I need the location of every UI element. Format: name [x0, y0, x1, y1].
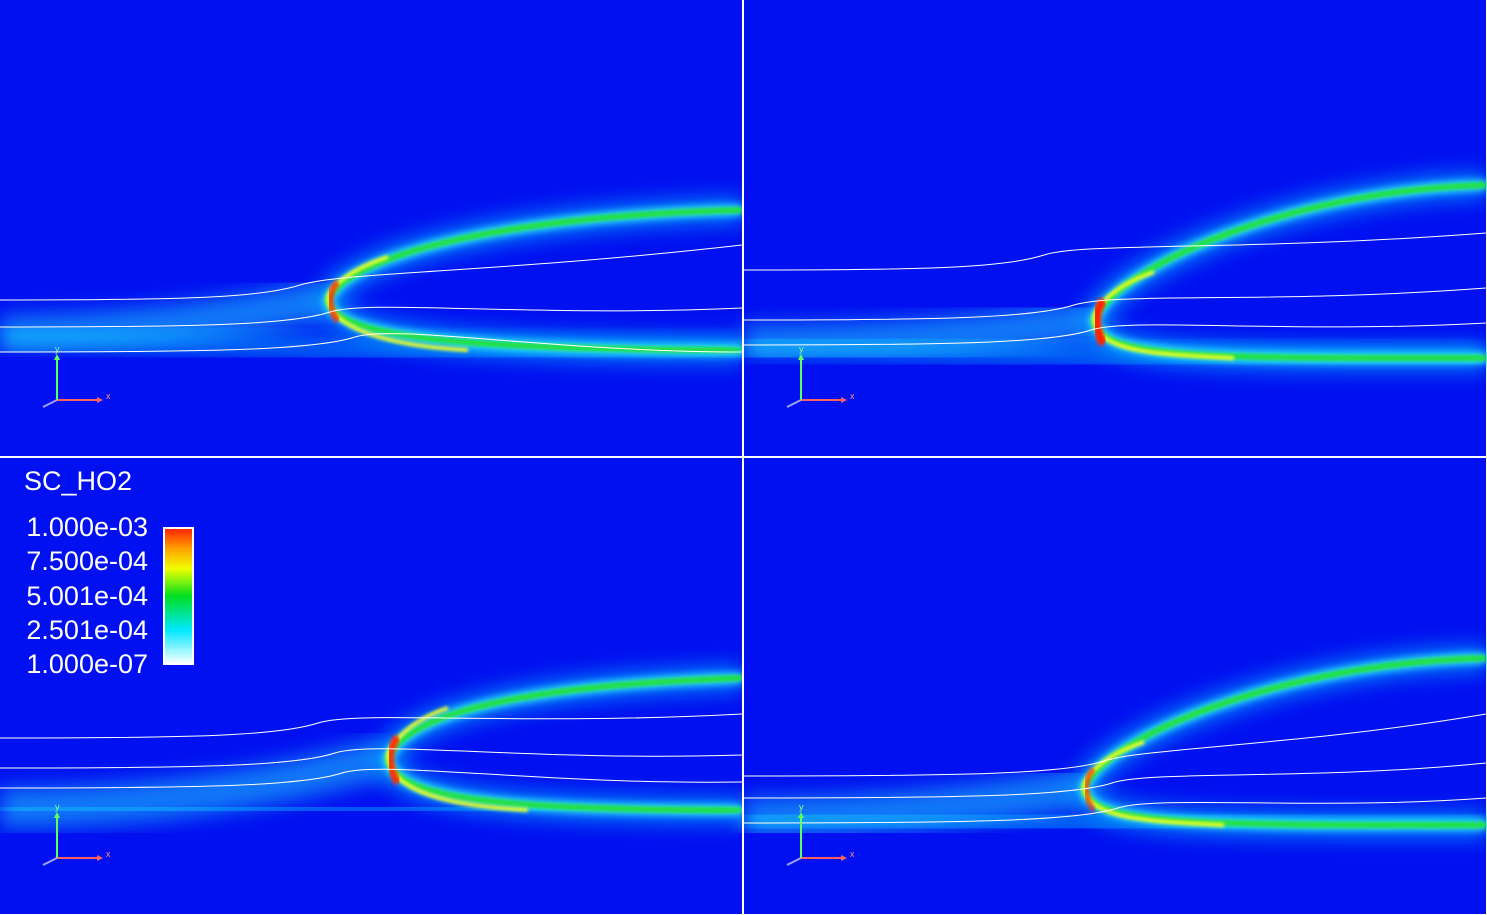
axis-z	[42, 857, 58, 866]
render-panel: xy	[0, 458, 743, 914]
streamline	[743, 762, 1487, 799]
panel-background	[744, 458, 1486, 914]
axis-x-head	[841, 397, 847, 403]
glow	[0, 280, 331, 355]
render-panel: xy	[0, 0, 743, 456]
axis-z	[786, 399, 802, 408]
streamline	[743, 713, 1487, 777]
axis-x-head	[97, 855, 103, 861]
streamline	[0, 748, 743, 769]
streamline	[743, 797, 1487, 824]
axis-y-label: y	[55, 344, 60, 354]
streamline	[743, 287, 1487, 321]
panel-background	[744, 0, 1486, 456]
axis-z	[786, 857, 802, 866]
axis-y-head	[798, 354, 804, 360]
axis-z	[42, 399, 58, 408]
axis-x-head	[97, 397, 103, 403]
axis-y-head	[54, 812, 60, 818]
glow	[0, 738, 391, 828]
streamline	[0, 306, 743, 328]
axis-triad: xy	[786, 344, 855, 408]
legend-label: 2.501e-04	[26, 615, 148, 645]
axis-y-head	[54, 354, 60, 360]
axis-x-label: x	[850, 849, 855, 859]
axis-x-label: x	[106, 391, 111, 401]
legend: SC_HO2 1.000e-03 7.500e-04 5.001e-04 2.5…	[24, 466, 194, 679]
axis-triad: xy	[42, 344, 111, 408]
streamline	[0, 713, 743, 739]
legend-label: 5.001e-04	[26, 581, 148, 611]
streamline	[743, 232, 1487, 271]
flame-core	[1092, 296, 1108, 347]
colorbar	[163, 527, 194, 665]
streamline	[0, 333, 743, 353]
axis-y-label: y	[799, 802, 804, 812]
axis-y-label: y	[799, 344, 804, 354]
axis-triad: xy	[42, 802, 111, 866]
render-panel: xy	[743, 0, 1487, 456]
flame-core	[327, 279, 341, 324]
glow	[743, 300, 1097, 365]
legend-title: SC_HO2	[24, 466, 132, 496]
axis-y-label: y	[55, 802, 60, 812]
flame-core	[386, 734, 402, 786]
streamline	[743, 322, 1487, 346]
legend-label: 1.000e-07	[26, 649, 148, 679]
legend-label: 7.500e-04	[26, 546, 148, 576]
axis-triad: xy	[786, 802, 855, 866]
legend-label: 1.000e-03	[26, 512, 148, 542]
axis-x-label: x	[106, 849, 111, 859]
axis-x-label: x	[850, 391, 855, 401]
streamline	[0, 244, 743, 301]
axis-y-head	[798, 812, 804, 818]
streamline	[0, 768, 743, 789]
axis-x-head	[841, 855, 847, 861]
render-panel: xy	[743, 458, 1487, 914]
